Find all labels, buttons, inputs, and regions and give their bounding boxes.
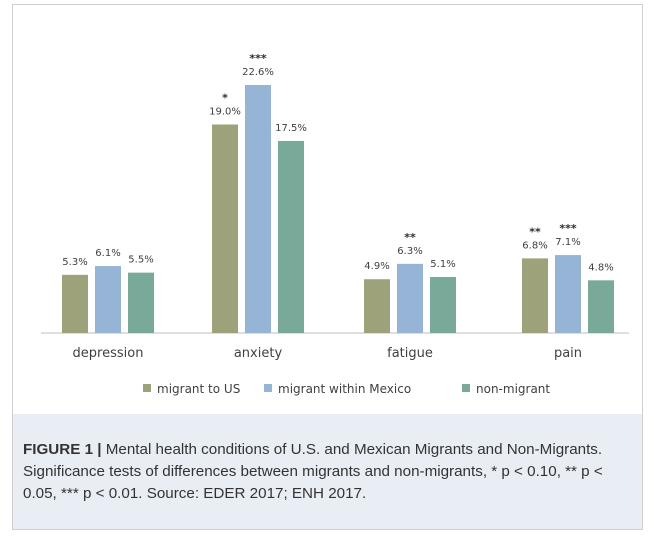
- data-label-pain-2: 4.8%: [588, 262, 613, 273]
- data-label-depression-2: 5.5%: [128, 255, 153, 266]
- bar-fatigue-2: [430, 277, 456, 333]
- legend-label-1: migrant within Mexico: [278, 382, 411, 396]
- significance-marker-pain-1: ***: [559, 222, 577, 235]
- bar-depression-1: [95, 266, 121, 333]
- significance-marker-anxiety-1: ***: [249, 52, 267, 65]
- data-label-anxiety-1: 22.6%: [242, 67, 274, 78]
- bar-anxiety-0: [212, 124, 238, 333]
- data-label-depression-1: 6.1%: [95, 248, 120, 259]
- bar-fatigue-0: [364, 279, 390, 333]
- chart: 5.3% 6.1% 5.5% depression 19.0% * 22.6% *** 17.5…: [41, 52, 629, 396]
- bar-depression-0: [62, 274, 88, 333]
- bar-anxiety-1: [245, 85, 271, 333]
- significance-marker-fatigue-1: **: [404, 231, 416, 244]
- bar-pain-1: [555, 255, 581, 333]
- data-label-fatigue-0: 4.9%: [364, 261, 389, 272]
- data-label-anxiety-2: 17.5%: [275, 123, 307, 134]
- legend-label-2: non-migrant: [476, 382, 550, 396]
- category-label-anxiety: anxiety: [234, 346, 283, 361]
- legend-swatch-2: [462, 384, 470, 392]
- category-label-pain: pain: [554, 346, 582, 361]
- category-label-depression: depression: [73, 346, 144, 361]
- bar-depression-2: [128, 272, 154, 333]
- data-label-anxiety-0: 19.0%: [209, 107, 241, 118]
- data-label-pain-0: 6.8%: [522, 240, 547, 251]
- data-label-fatigue-2: 5.1%: [430, 259, 455, 270]
- significance-marker-pain-0: **: [529, 225, 541, 238]
- bar-anxiety-2: [278, 140, 304, 333]
- caption-label: FIGURE 1 |: [23, 441, 102, 458]
- legend-swatch-0: [143, 384, 151, 392]
- data-label-depression-0: 5.3%: [62, 257, 87, 268]
- data-label-fatigue-1: 6.3%: [397, 246, 422, 257]
- bar-pain-2: [588, 280, 614, 333]
- figure-frame: 5.3% 6.1% 5.5% depression 19.0% * 22.6% *** 17.5…: [12, 4, 643, 530]
- bar-fatigue-1: [397, 263, 423, 333]
- bar-pain-0: [522, 258, 548, 333]
- significance-marker-anxiety-0: *: [222, 92, 228, 105]
- figure-caption: FIGURE 1 | Mental health conditions of U…: [23, 439, 633, 505]
- caption-panel: [13, 414, 642, 529]
- category-label-fatigue: fatigue: [387, 346, 433, 361]
- caption-text: Mental health conditions of U.S. and Mex…: [23, 441, 603, 502]
- legend-swatch-1: [264, 384, 272, 392]
- legend-label-0: migrant to US: [157, 382, 240, 396]
- data-label-pain-1: 7.1%: [555, 237, 580, 248]
